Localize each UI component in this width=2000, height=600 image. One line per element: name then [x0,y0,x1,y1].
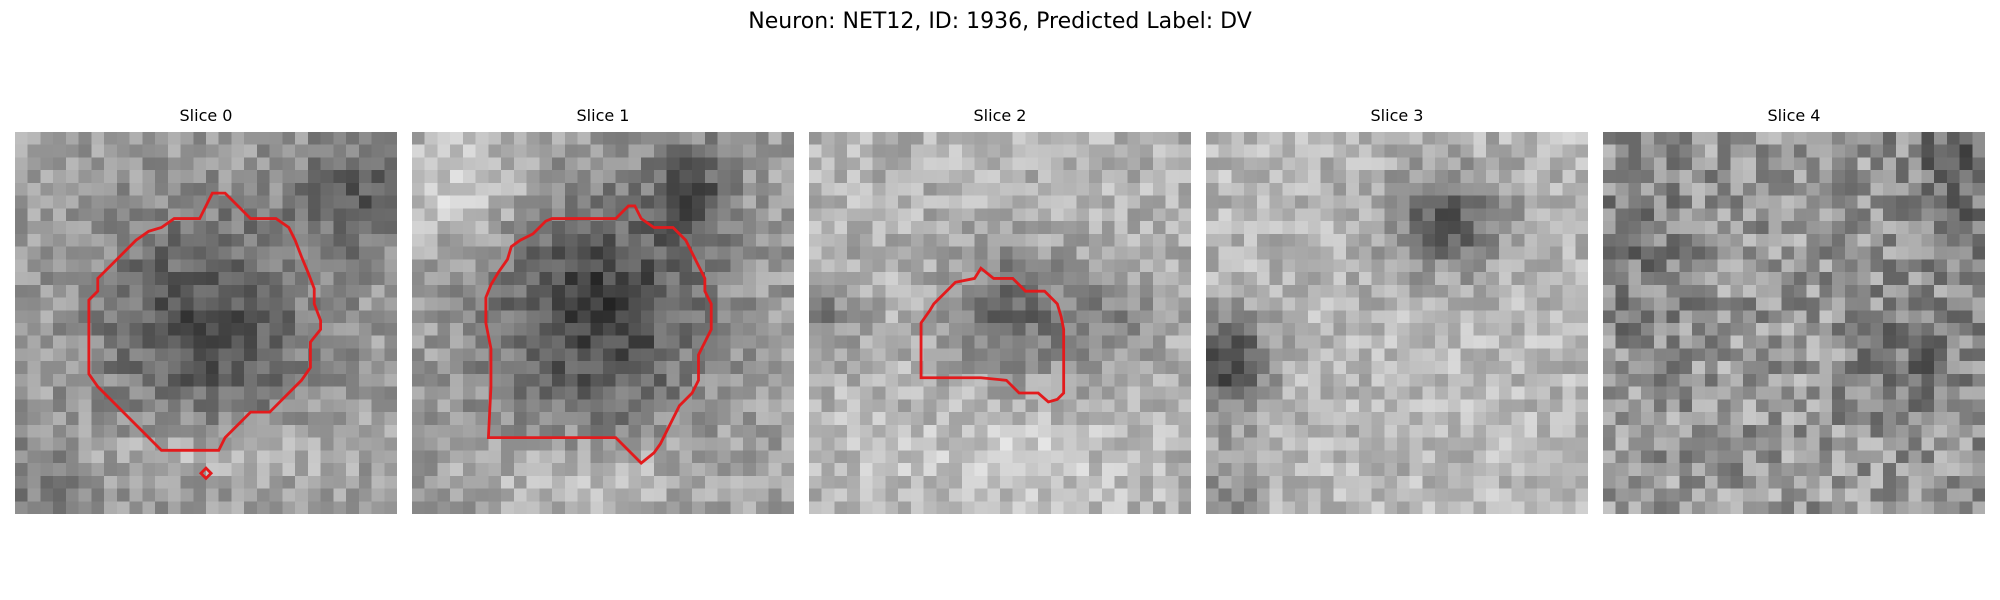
slice-panel-3: Slice 3 [1206,106,1588,514]
slice-image-3 [1206,132,1588,514]
slice-title-1: Slice 1 [576,106,630,125]
slice-title-3: Slice 3 [1370,106,1424,125]
slice-panel-2: Slice 2 [809,106,1191,514]
slice-title-4: Slice 4 [1767,106,1821,125]
slice-image-2 [809,132,1191,514]
slice-image-4 [1603,132,1985,514]
slice-panel-0: Slice 0 [15,106,397,514]
slice-panel-4: Slice 4 [1603,106,1985,514]
slice-panel-1: Slice 1 [412,106,794,514]
slice-image-0 [15,132,397,514]
figure-title: Neuron: NET12, ID: 1936, Predicted Label… [748,9,1252,34]
slice-image-1 [412,132,794,514]
slice-title-0: Slice 0 [179,106,233,125]
slice-title-2: Slice 2 [973,106,1027,125]
